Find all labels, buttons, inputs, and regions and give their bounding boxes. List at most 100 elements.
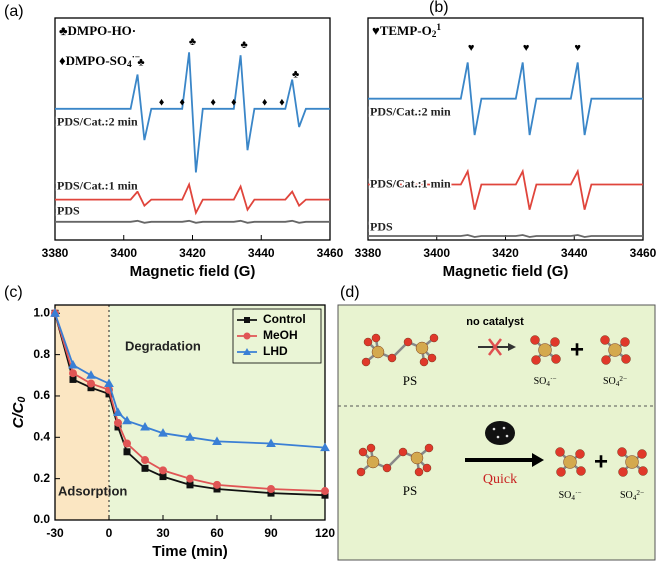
peak-marker: ♥ <box>523 42 530 54</box>
marker <box>87 379 95 388</box>
reactant-label: PS <box>403 373 417 388</box>
condition-label: Quick <box>483 472 517 487</box>
annotation-label: ♥TEMP-O21 <box>372 23 441 40</box>
atom <box>625 455 639 469</box>
panel-label: (b) <box>429 0 449 16</box>
atom <box>358 447 368 457</box>
annotation-label-base: ♦DMPO-SO <box>59 53 127 68</box>
plot-frame <box>367 17 644 241</box>
trace-label: PDS <box>57 204 80 218</box>
marker <box>186 474 194 483</box>
x-tick-label: 3460 <box>630 246 657 260</box>
atom <box>410 451 424 465</box>
series-line <box>368 234 643 238</box>
x-tick-label: 3460 <box>317 246 344 260</box>
annotation-label-sub: 2 <box>432 30 437 40</box>
annotation-label-base: ♣DMPO-HO· <box>59 23 136 38</box>
annotation-label-sup: ·− <box>132 53 140 63</box>
atom <box>387 353 397 363</box>
atom <box>620 337 630 347</box>
peak-marker: ♦ <box>179 97 185 109</box>
y-tick-label: 0.6 <box>33 388 50 402</box>
peak-marker: ♣ <box>292 68 299 80</box>
legend-label: LHD <box>263 344 288 358</box>
atom <box>382 463 392 473</box>
annotation-label-sup: 1 <box>436 23 441 33</box>
product-label-sub: 4 <box>571 494 575 502</box>
marker <box>186 481 194 489</box>
atom <box>618 467 628 477</box>
y-axis-label: C/C0 <box>10 397 28 429</box>
x-tick-label: 3400 <box>110 246 137 260</box>
y-axis-label-base: C/C <box>10 401 27 428</box>
peak-marker: ♣ <box>189 36 196 48</box>
atom <box>371 333 381 343</box>
y-tick-label: 0.4 <box>33 429 50 443</box>
plot-frame <box>54 17 331 241</box>
y-tick-label: 0.0 <box>33 512 50 526</box>
marker <box>104 378 114 388</box>
product-label: SO42− <box>603 375 627 388</box>
panel-label: (d) <box>340 284 360 301</box>
x-tick-label: 0 <box>106 526 113 540</box>
marker <box>123 439 131 448</box>
product-label-sup: ·− <box>575 489 581 497</box>
region-label: Degradation <box>125 338 201 353</box>
catalyst-dot <box>502 426 506 430</box>
series-line <box>55 181 330 216</box>
y-tick-label: 0.2 <box>33 471 50 485</box>
peak-marker: ♥ <box>468 42 475 54</box>
arrow-head <box>532 453 544 467</box>
atom <box>363 337 373 347</box>
atom <box>371 345 385 359</box>
marker <box>69 375 77 383</box>
atom <box>556 467 566 477</box>
marker <box>158 428 168 437</box>
peak-marker: ♦ <box>279 97 285 109</box>
legend-box <box>232 308 322 364</box>
atom <box>576 466 586 476</box>
peak-marker: ♣ <box>240 39 247 51</box>
x-tick-label: 3440 <box>248 246 275 260</box>
panel-label: (a) <box>4 3 24 20</box>
annotation-label: ♦DMPO-SO4·− <box>59 53 140 70</box>
peak-marker: ♦ <box>262 97 268 109</box>
x-tick-label: 3420 <box>492 246 519 260</box>
marker <box>141 456 149 465</box>
atom <box>555 447 565 457</box>
marker <box>50 308 60 317</box>
marker <box>185 432 195 441</box>
marker <box>86 370 96 379</box>
product-label-base: SO <box>620 490 633 501</box>
product-label: SO4·− <box>559 489 582 502</box>
series-line <box>55 52 330 173</box>
atom <box>617 447 627 457</box>
marker <box>212 436 222 445</box>
reactant-label: PS <box>403 483 417 498</box>
atom <box>600 335 610 345</box>
atom <box>424 443 434 453</box>
atom <box>575 449 585 459</box>
atom <box>601 355 611 365</box>
condition-label: no catalyst <box>466 316 524 328</box>
catalyst-dot <box>505 434 509 438</box>
marker <box>267 484 275 493</box>
product-label-sub: 4 <box>633 494 637 502</box>
legend-marker <box>243 332 251 340</box>
marker <box>68 359 78 369</box>
annotation-label-base: ♥TEMP-O <box>372 23 432 38</box>
product-label-sub: 4 <box>616 380 620 388</box>
trace-label: PDS <box>370 220 393 234</box>
catalyst-dot <box>492 427 496 431</box>
atom <box>530 335 540 345</box>
peak-marker: ♥ <box>574 42 581 54</box>
panel-label: (c) <box>4 284 23 301</box>
trace-label: PDS/Cat.:2 min <box>57 115 138 129</box>
marker <box>266 438 276 448</box>
peak-marker: ♦ <box>159 97 165 109</box>
legend-marker <box>243 348 251 355</box>
atom <box>531 355 541 365</box>
peak-marker: ♦ <box>210 97 216 109</box>
atom <box>361 357 371 367</box>
